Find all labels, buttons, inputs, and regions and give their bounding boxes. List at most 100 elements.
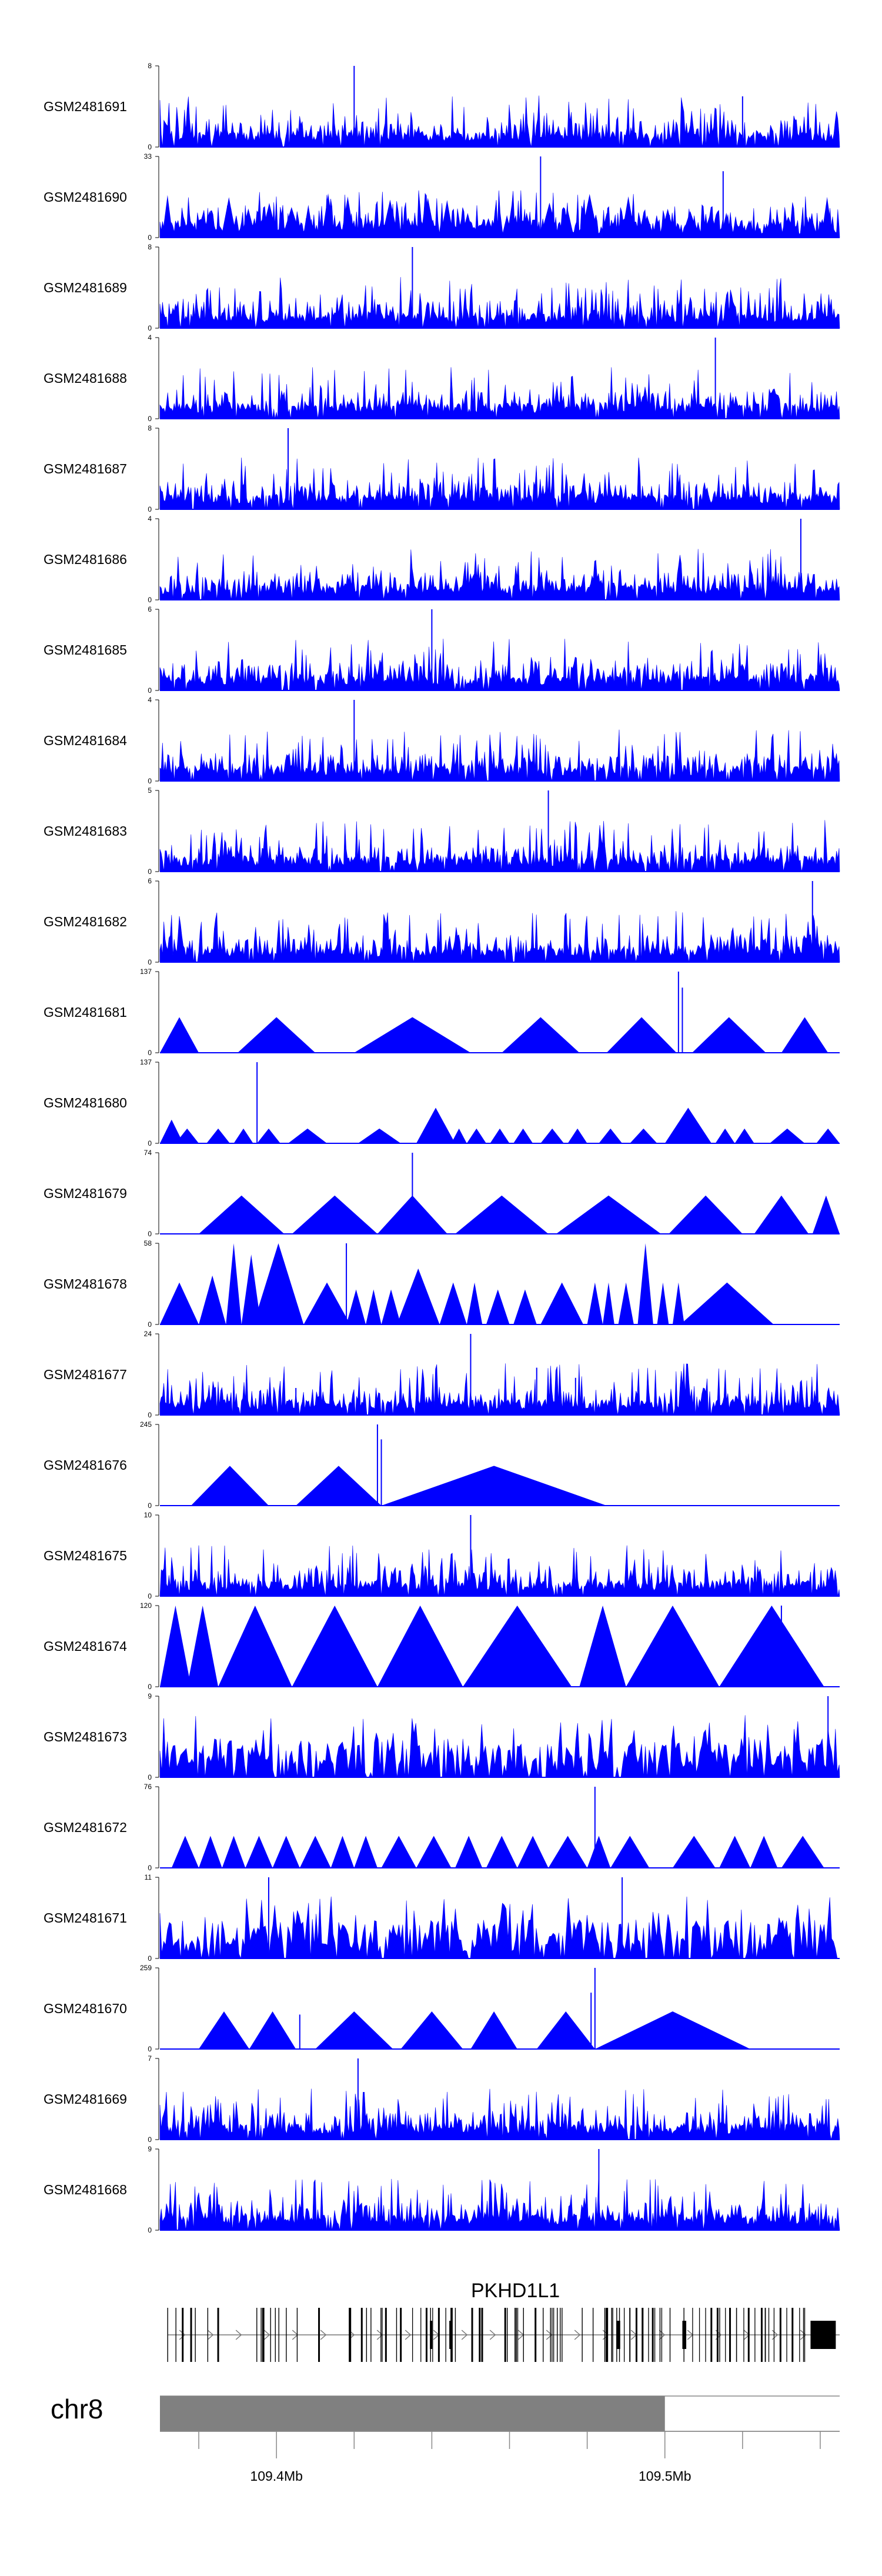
signal-peak [241,1254,261,1324]
signal-peak [299,1836,331,1868]
y-tick-label: 11 [145,1873,152,1881]
y-tick-label: 8 [148,424,152,432]
track-GSM2481683: GSM2481683 5 0 [44,786,840,876]
signal-peak [536,2011,595,2049]
y-tick-label: 0 [148,1864,152,1872]
signal-peak [233,1128,253,1143]
gene-name: PKHD1L1 [471,2280,560,2302]
y-tick-label: 6 [148,877,152,885]
signal-peak [358,1128,401,1143]
track-GSM2481674: GSM2481674 120 0 [44,1601,840,1691]
signal-peak [781,1836,824,1868]
signal-peak [440,200,454,238]
track-label: GSM2481685 [44,642,127,658]
signal-peak [640,215,654,238]
signal-peak [455,1195,549,1234]
y-tick-label: 9 [148,1692,152,1700]
signal-peak [381,1836,416,1868]
signal-peak [580,193,599,238]
signal-peak [680,1282,774,1324]
y-tick-label: 74 [144,1149,152,1157]
signal-peak [416,1836,452,1868]
track-GSM2481688: GSM2481688 4 0 [44,333,840,423]
y-tick-label: 0 [148,324,152,332]
signal-peak [292,1606,377,1687]
signal-peak [396,1268,440,1324]
signal-peak [719,1836,751,1868]
track-label: GSM2481671 [44,1910,127,1926]
signal-peak [160,1119,183,1143]
signal-peak [486,1289,510,1324]
y-tick-label: 0 [148,686,152,695]
track-GSM2481679: GSM2481679 74 0 [44,1149,840,1238]
signal-area [159,2088,840,2140]
signal-peak [354,1017,471,1053]
signal-area [159,729,840,782]
signal-peak [199,1275,226,1324]
signal-peak [226,1243,242,1324]
signal-peak [743,220,756,238]
track-label: GSM2481681 [44,1005,127,1020]
signal-peak [672,1282,684,1324]
track-label: GSM2481677 [44,1367,127,1382]
track-GSM2481686: GSM2481686 4 0 [44,515,840,604]
track-label: GSM2481690 [44,189,127,205]
track-GSM2481669: GSM2481669 7 0 [44,2054,840,2144]
signal-peak [540,202,559,238]
track-GSM2481673: GSM2481673 9 0 [44,1692,840,1781]
signal-peak [763,219,778,238]
strand-chevron-icon [207,2330,214,2340]
signal-peak [780,216,797,238]
track-GSM2481680: GSM2481680 137 0 [44,1058,840,1147]
y-tick-label: 0 [148,867,152,876]
signal-peak [560,208,574,238]
signal-peak [517,1836,549,1868]
signal-area [159,1363,840,1416]
signal-peak [253,1243,304,1324]
signal-peak [482,218,495,238]
track-GSM2481668: GSM2481668 9 0 [44,2145,840,2234]
signal-peak [362,218,375,238]
signal-area [159,367,840,419]
signal-peak [781,1017,828,1053]
signal-peak [750,1836,778,1868]
y-tick-label: 24 [144,1330,152,1338]
track-GSM2481672: GSM2481672 76 0 [44,1783,840,1872]
signal-peak [600,212,613,238]
y-tick-label: 4 [148,333,152,342]
signal-peak [381,1289,401,1324]
y-tick-label: 9 [148,2145,152,2153]
y-tick-label: 120 [140,1601,152,1610]
signal-peak [206,1128,230,1143]
signal-peak [618,1282,634,1324]
track-label: GSM2481683 [44,823,127,839]
signal-peak [579,1606,626,1687]
signal-peak [260,203,278,238]
signal-peak [461,212,475,238]
signal-peak [420,198,436,238]
y-tick-label: 0 [148,2045,152,2053]
signal-area [159,277,840,329]
y-tick-label: 0 [148,505,152,513]
signal-peak [672,1836,716,1868]
y-tick-label: 0 [148,1501,152,1510]
signal-peak [734,1128,754,1143]
signal-peak [486,1836,517,1868]
signal-peak [451,1128,467,1143]
y-tick-label: 0 [148,233,152,242]
track-GSM2481681: GSM2481681 137 0 [44,967,840,1057]
y-tick-label: 58 [144,1239,152,1247]
strand-chevron-icon [320,2330,327,2340]
y-tick-label: 8 [148,243,152,251]
y-tick-label: 0 [148,2226,152,2234]
strand-chevron-icon [179,2330,186,2340]
y-tick-label: 0 [148,1954,152,1963]
y-tick-label: 259 [140,1964,152,1972]
signal-peak [466,1282,483,1324]
track-label: GSM2481686 [44,552,127,567]
track-GSM2481685: GSM2481685 6 0 [44,605,840,695]
strand-chevron-icon [659,2330,666,2340]
y-tick-label: 33 [144,152,152,161]
track-label: GSM2481688 [44,371,127,386]
signal-area [159,2178,840,2231]
